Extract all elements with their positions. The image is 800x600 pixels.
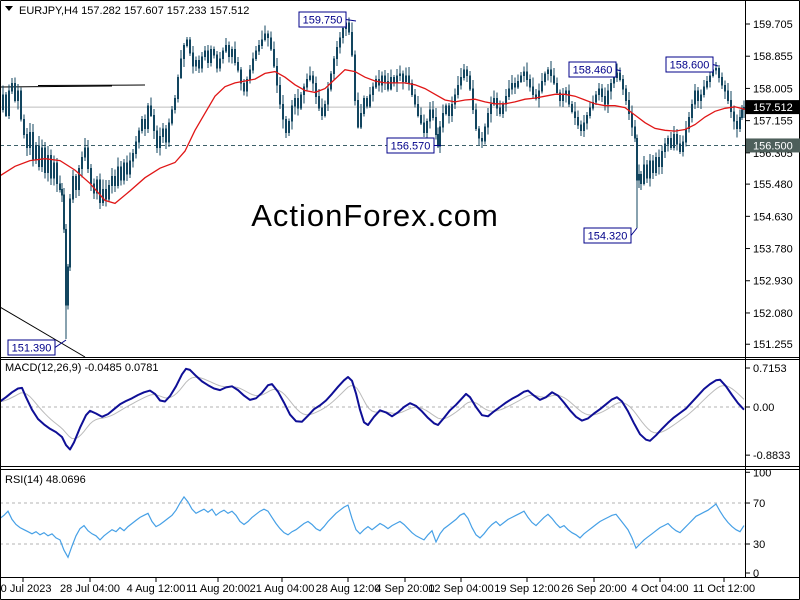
time-tick-label: 21 Aug 04:00 bbox=[250, 583, 315, 595]
candlestick-series[interactable] bbox=[1, 13, 746, 340]
time-tick-label: 11 Aug 20:00 bbox=[186, 583, 250, 595]
callout-text: 159.750 bbox=[303, 15, 343, 27]
macd-panel-series[interactable] bbox=[0, 367, 745, 451]
macd-line bbox=[0, 367, 745, 451]
trendline[interactable] bbox=[0, 85, 113, 88]
price-callout[interactable]: 154.320 bbox=[583, 227, 638, 244]
time-tick-label: 20 Jul 2023 bbox=[0, 583, 51, 595]
time-axis[interactable]: 20 Jul 2023 28 Jul 04:00 4 Aug 12:00 11 Aug… bbox=[0, 577, 755, 595]
level-price-chip-text: 156.500 bbox=[753, 140, 793, 152]
watermark: ActionForex.com bbox=[251, 198, 499, 233]
macd-label: MACD(12,26,9) -0.0485 0.0781 bbox=[5, 362, 158, 374]
time-tick-label: 4 Oct 04:00 bbox=[632, 583, 689, 595]
price-levels[interactable] bbox=[0, 106, 745, 146]
moving-average-line bbox=[0, 68, 746, 205]
axis-tick-label: 157.155 bbox=[753, 116, 793, 128]
trendlines[interactable] bbox=[0, 84, 146, 358]
callout-box[interactable] bbox=[7, 339, 56, 356]
callout-box[interactable] bbox=[568, 61, 617, 78]
axis-tick-label: 152.080 bbox=[753, 308, 793, 320]
callout-leader bbox=[615, 69, 622, 72]
axis-tick-label: 158.005 bbox=[753, 83, 793, 95]
callout-text: 158.460 bbox=[573, 65, 613, 77]
trendline[interactable] bbox=[0, 306, 86, 358]
price-axis[interactable]: 159.705158.855158.005157.155156.305155.4… bbox=[745, 19, 800, 580]
symbol-dropdown-icon[interactable] bbox=[5, 6, 13, 11]
axis-tick-label: 151.255 bbox=[753, 339, 793, 351]
ma-line bbox=[0, 68, 746, 205]
time-tick-label: 26 Sep 20:00 bbox=[561, 583, 626, 595]
rsi-panel-series[interactable] bbox=[0, 495, 745, 559]
callout-leader bbox=[712, 64, 719, 67]
axis-tick-label: 0.7153 bbox=[753, 363, 787, 375]
time-tick-label: 12 Sep 04:00 bbox=[428, 583, 493, 595]
axis-tick-label: 153.780 bbox=[753, 244, 793, 256]
axis-tick-label: 152.930 bbox=[753, 276, 793, 288]
callout-leader bbox=[345, 19, 357, 22]
callout-box[interactable] bbox=[665, 56, 714, 73]
callout-text: 151.390 bbox=[12, 343, 52, 355]
time-tick-label: 4 Aug 12:00 bbox=[127, 583, 186, 595]
chart-title: EURJPY,H4 157.282 157.607 157.233 157.51… bbox=[19, 5, 249, 17]
trendline[interactable] bbox=[37, 84, 146, 86]
time-tick-label: 11 Oct 12:00 bbox=[693, 583, 755, 595]
axis-tick-label: 100 bbox=[753, 467, 771, 479]
price-callout[interactable]: 156.570 bbox=[386, 137, 441, 154]
callout-text: 154.320 bbox=[588, 231, 628, 243]
callout-text: 156.570 bbox=[391, 141, 431, 153]
price-callout[interactable]: 158.600 bbox=[665, 56, 719, 73]
rsi-label: RSI(14) 48.0696 bbox=[5, 474, 86, 486]
callout-box[interactable] bbox=[583, 227, 632, 244]
rsi-line bbox=[0, 495, 745, 559]
axis-tick-label: 0 bbox=[753, 568, 759, 580]
axis-tick-label: 70 bbox=[753, 498, 765, 510]
time-tick-label: 4 Sep 20:00 bbox=[375, 583, 434, 595]
macd-signal-line bbox=[0, 376, 745, 440]
callout-box[interactable] bbox=[298, 11, 347, 28]
price-callout[interactable]: 158.460 bbox=[568, 61, 622, 78]
callout-box[interactable] bbox=[386, 137, 435, 154]
axis-tick-label: 154.630 bbox=[753, 211, 793, 223]
price-callouts[interactable]: 159.750 158.460 158.600 156.570 154.320 151.3… bbox=[7, 11, 719, 356]
callout-text: 158.600 bbox=[670, 60, 710, 72]
time-tick-label: 28 Aug 12:00 bbox=[316, 583, 381, 595]
current-price-chip bbox=[746, 100, 800, 115]
price-callout[interactable]: 151.390 bbox=[7, 339, 67, 356]
axis-tick-label: -0.8833 bbox=[753, 450, 790, 462]
callout-leader bbox=[630, 227, 638, 236]
time-tick-label: 28 Jul 04:00 bbox=[60, 583, 120, 595]
level-price-chip bbox=[746, 138, 800, 153]
price-callout[interactable]: 159.750 bbox=[298, 11, 357, 28]
axis-tick-label: 0.00 bbox=[753, 402, 774, 414]
axis-tick-label: 155.480 bbox=[753, 179, 793, 191]
callout-leader bbox=[54, 339, 67, 348]
time-tick-label: 19 Sep 12:00 bbox=[494, 583, 559, 595]
axis-tick-label: 159.705 bbox=[753, 19, 793, 31]
axis-tick-label: 30 bbox=[753, 539, 765, 551]
axis-tick-label: 158.855 bbox=[753, 51, 793, 63]
current-price-chip-text: 157.512 bbox=[753, 102, 793, 114]
